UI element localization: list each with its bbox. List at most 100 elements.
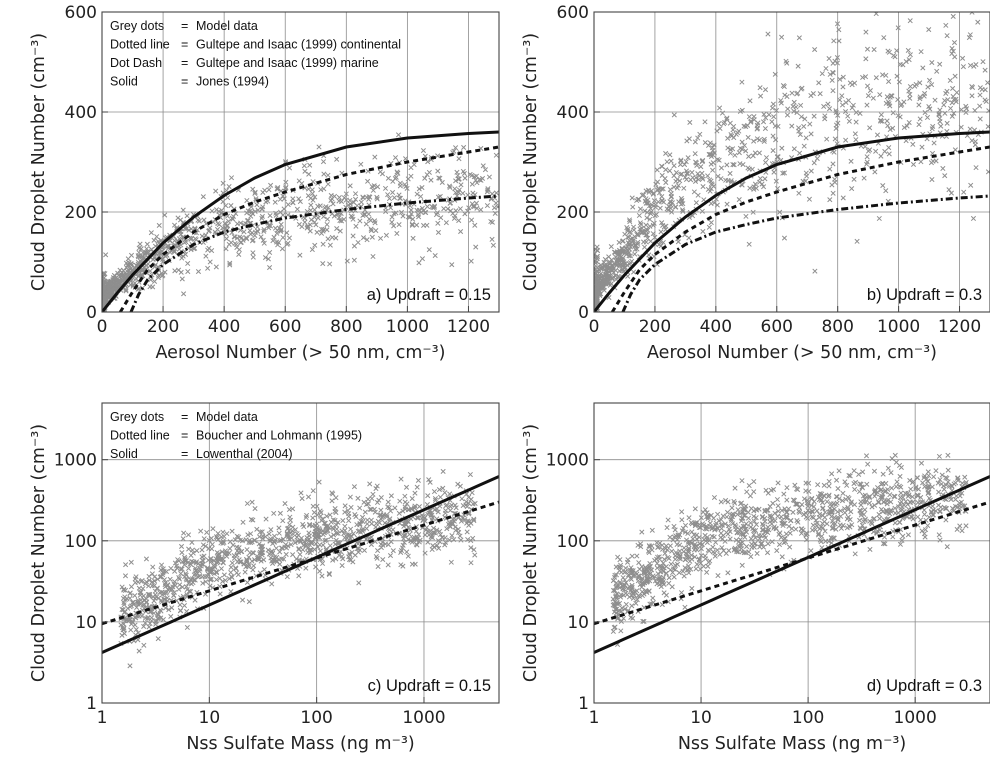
- model-data-point: [720, 532, 726, 538]
- model-data-point: [651, 198, 657, 204]
- model-data-point: [748, 536, 754, 542]
- model-data-point: [702, 507, 708, 513]
- model-data-point: [492, 210, 498, 216]
- model-data-point: [307, 228, 313, 234]
- model-data-point: [639, 577, 645, 583]
- model-data-point: [201, 217, 207, 223]
- model-data-point: [919, 499, 926, 505]
- legend-equals: =: [181, 447, 188, 461]
- model-data-point: [693, 543, 700, 549]
- model-data-point: [466, 205, 472, 211]
- model-data-point: [666, 580, 672, 586]
- model-data-point: [290, 531, 296, 537]
- model-data-point: [360, 235, 367, 241]
- model-data-point: [176, 586, 182, 592]
- model-data-point: [629, 195, 635, 201]
- model-data-point: [826, 56, 832, 62]
- model-data-point: [739, 79, 745, 85]
- model-data-point: [443, 508, 449, 514]
- model-data-point: [779, 34, 785, 40]
- model-data-point: [630, 589, 636, 595]
- model-data-point: [348, 213, 354, 219]
- model-data-point: [926, 489, 932, 495]
- model-data-point: [307, 522, 313, 528]
- model-data-point: [172, 560, 178, 566]
- model-data-point: [671, 112, 677, 118]
- model-data-point: [777, 209, 783, 215]
- model-data-point: [378, 545, 384, 551]
- model-data-point: [458, 537, 464, 543]
- model-data-point: [864, 159, 870, 165]
- model-data-point: [455, 189, 461, 195]
- model-data-point: [967, 32, 973, 38]
- model-data-point: [934, 68, 940, 74]
- model-data-point: [693, 159, 699, 165]
- model-data-point: [722, 521, 728, 527]
- x-tick-label: 400: [208, 317, 240, 337]
- model-data-point: [148, 230, 154, 236]
- model-data-point: [688, 552, 695, 558]
- model-data-point: [295, 538, 301, 544]
- model-data-point: [647, 560, 653, 567]
- model-data-point: [321, 171, 327, 177]
- model-data-point: [673, 549, 679, 556]
- model-data-point: [705, 513, 711, 520]
- model-data-point: [763, 155, 770, 161]
- model-data-point: [642, 570, 649, 576]
- model-data-point: [243, 556, 250, 563]
- model-data-point: [309, 247, 315, 253]
- model-data-point: [708, 153, 715, 159]
- model-data-point: [599, 283, 605, 290]
- model-data-point: [827, 197, 833, 203]
- model-data-point: [317, 203, 323, 209]
- y-tick-label: 400: [557, 103, 589, 123]
- model-data-point: [759, 540, 765, 547]
- model-data-point: [151, 237, 157, 243]
- model-data-point: [308, 202, 314, 208]
- model-data-point: [937, 61, 943, 67]
- model-data-point: [862, 144, 868, 150]
- model-data-point: [308, 207, 314, 213]
- model-data-point: [429, 532, 435, 538]
- model-data-point: [744, 543, 750, 550]
- model-data-point: [880, 480, 886, 486]
- model-data-point: [913, 486, 919, 492]
- model-data-point: [183, 226, 190, 232]
- model-data-point: [940, 483, 946, 489]
- model-data-point: [458, 182, 464, 188]
- model-data-point: [806, 196, 812, 202]
- model-data-point: [284, 574, 290, 580]
- model-data-point: [119, 632, 125, 638]
- model-data-point: [437, 175, 443, 181]
- model-data-point: [329, 498, 335, 504]
- model-data-point: [255, 228, 261, 235]
- model-data-point: [412, 490, 418, 496]
- model-data-point: [702, 119, 708, 125]
- model-data-point: [875, 500, 882, 506]
- model-data-point: [839, 102, 846, 108]
- model-data-point: [838, 508, 844, 514]
- model-data-point: [793, 526, 799, 532]
- model-data-point: [853, 119, 859, 125]
- model-data-point: [704, 569, 710, 575]
- solid-fit-line: [102, 130, 499, 312]
- grid-lines: [102, 403, 499, 703]
- model-data-point: [122, 597, 128, 603]
- model-data-point: [137, 592, 143, 598]
- model-data-point: [645, 200, 651, 206]
- model-data-point: [762, 508, 768, 514]
- model-data-point: [943, 22, 949, 28]
- model-data-point: [172, 268, 178, 274]
- model-data-point: [924, 476, 930, 482]
- model-data-point: [408, 506, 414, 512]
- model-data-point: [650, 190, 656, 196]
- model-data-point: [316, 144, 322, 150]
- model-data-point: [344, 532, 350, 538]
- model-data-point: [929, 82, 935, 88]
- model-data-point: [662, 550, 668, 556]
- model-data-point: [867, 125, 873, 131]
- model-data-point: [714, 547, 720, 553]
- model-data-point: [345, 202, 351, 208]
- y-tick-label: 100: [65, 532, 97, 552]
